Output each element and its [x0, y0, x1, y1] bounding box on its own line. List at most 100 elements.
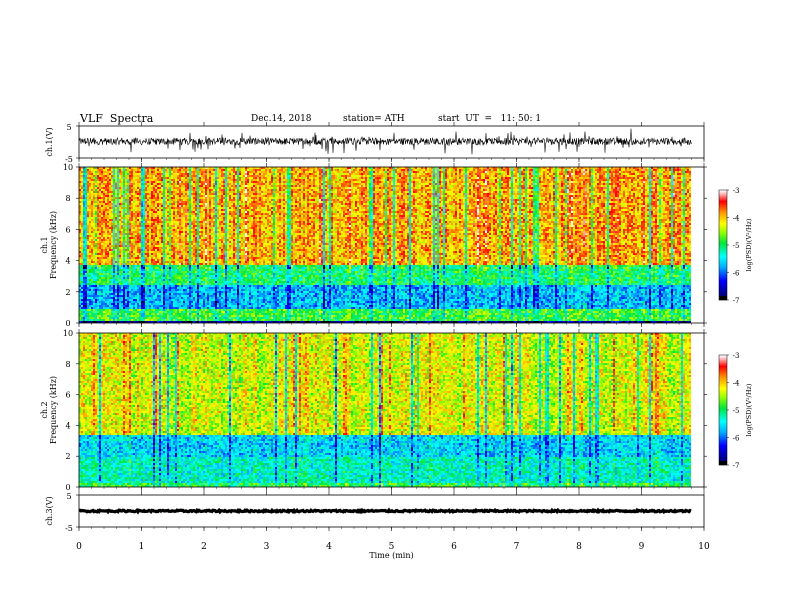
spectrogram-cell	[131, 245, 133, 247]
spectrogram-cell	[147, 291, 149, 293]
spectrogram-cell	[197, 171, 199, 173]
spectrogram-cell	[151, 219, 153, 221]
spectrogram-cell	[161, 207, 163, 209]
spectrogram-cell	[173, 177, 175, 179]
spectrogram-cell	[195, 247, 197, 249]
spectrogram-cell	[191, 313, 193, 315]
spectrogram-cell	[103, 201, 105, 203]
spectrogram-cell	[109, 193, 111, 195]
spectrogram-cell	[135, 297, 137, 299]
spectrogram-cell	[153, 275, 155, 277]
spectrogram-cell	[171, 235, 173, 237]
spectrogram-cell	[117, 241, 119, 243]
spectrogram-cell	[181, 291, 183, 293]
spectrogram-cell	[111, 217, 113, 219]
spectrogram-cell	[129, 175, 131, 177]
spectrogram-cell	[103, 281, 105, 283]
spectrogram-cell	[141, 315, 143, 317]
spectrogram-cell	[165, 169, 167, 171]
spectrogram-cell	[89, 305, 91, 307]
spectrogram-cell	[95, 225, 97, 227]
spectrogram-cell	[185, 187, 187, 189]
spectrogram-cell	[153, 299, 155, 301]
spectrogram-cell	[141, 169, 143, 171]
spectrogram-cell	[79, 275, 81, 277]
spectrogram-cell	[109, 199, 111, 201]
spectrogram-cell	[185, 265, 187, 267]
spectrogram-cell	[85, 253, 87, 255]
spectrogram-cell	[165, 237, 167, 239]
spectrogram-cell	[137, 207, 139, 209]
spectrogram-cell	[119, 263, 121, 265]
spectrogram-cell	[97, 211, 99, 213]
spectrogram-cell	[185, 227, 187, 229]
spectrogram-cell	[93, 203, 95, 205]
spectrogram-cell	[147, 179, 149, 181]
spectrogram-cell	[115, 277, 117, 279]
spectrogram-cell	[189, 267, 191, 269]
spectrogram-cell	[125, 321, 127, 323]
spectrogram-cell	[117, 253, 119, 255]
spectrogram-cell	[97, 247, 99, 249]
spectrogram-cell	[121, 237, 123, 239]
spectrogram-cell	[111, 287, 113, 289]
spectrogram-cell	[101, 285, 103, 287]
spectrogram-cell	[185, 209, 187, 211]
spectrogram-cell	[189, 321, 191, 323]
spectrogram-cell	[143, 289, 145, 291]
spectrogram-cell	[197, 189, 199, 191]
spectrogram-cell	[131, 283, 133, 285]
spectrogram-cell	[103, 265, 105, 267]
spectrogram-cell	[119, 235, 121, 237]
spectrogram-cell	[147, 229, 149, 231]
spectrogram-cell	[85, 249, 87, 251]
spectrogram-cell	[163, 281, 165, 283]
spectrogram-cell	[131, 287, 133, 289]
spectrogram-cell	[177, 259, 179, 261]
spectrogram-cell	[107, 177, 109, 179]
spectrogram-cell	[143, 235, 145, 237]
spectrogram-cell	[87, 273, 89, 275]
spectrogram-cell	[159, 197, 161, 199]
spectrogram-cell	[147, 193, 149, 195]
spectrogram-cell	[129, 277, 131, 279]
spectrogram-cell	[181, 201, 183, 203]
spectrogram-cell	[89, 259, 91, 261]
spectrogram-cell	[101, 179, 103, 181]
spectrogram-cell	[141, 199, 143, 201]
spectrogram-cell	[123, 313, 125, 315]
spectrogram-cell	[113, 231, 115, 233]
spectrogram-cell	[179, 291, 181, 293]
spectrogram-cell	[165, 265, 167, 267]
spectrogram-cell	[105, 295, 107, 297]
spectrogram-cell	[163, 213, 165, 215]
spectrogram-cell	[85, 281, 87, 283]
spectrogram-cell	[93, 173, 95, 175]
spectrogram-cell	[155, 229, 157, 231]
spectrogram-cell	[173, 195, 175, 197]
spectrogram-cell	[177, 307, 179, 309]
spectrogram-cell	[197, 219, 199, 221]
spectrogram-cell	[157, 217, 159, 219]
spectrogram-cell	[119, 237, 121, 239]
spectrogram-cell	[193, 181, 195, 183]
spectrogram-cell	[163, 249, 165, 251]
spectrogram-cell	[93, 243, 95, 245]
spectrogram-cell	[97, 197, 99, 199]
spectrogram-cell	[159, 267, 161, 269]
spectrogram-cell	[121, 265, 123, 267]
spectrogram-cell	[97, 193, 99, 195]
spectrogram-cell	[125, 257, 127, 259]
spectrogram-cell	[97, 287, 99, 289]
spectrogram-cell	[95, 289, 97, 291]
spectrogram-cell	[115, 255, 117, 257]
spectrogram-cell	[121, 281, 123, 283]
spectrogram-cell	[117, 247, 119, 249]
spectrogram-cell	[117, 201, 119, 203]
spectrogram-cell	[121, 305, 123, 307]
spectrogram-cell	[109, 295, 111, 297]
spectrogram-cell	[171, 227, 173, 229]
spectrogram-cell	[113, 181, 115, 183]
spectrogram-cell	[125, 269, 127, 271]
spectrogram-cell	[79, 241, 81, 243]
